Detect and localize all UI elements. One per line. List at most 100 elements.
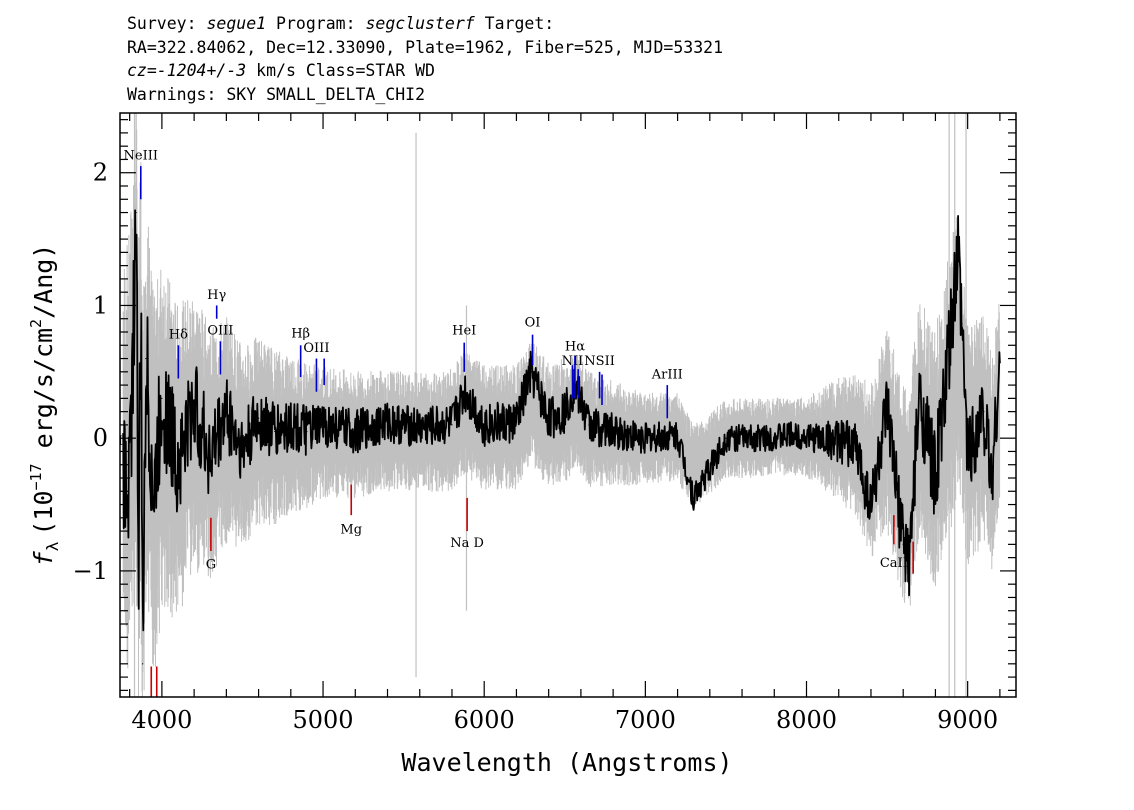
- target-label: Target:: [484, 14, 555, 33]
- y-title-exp1: −17: [27, 463, 45, 490]
- emission-line-label-2: Hγ: [207, 288, 226, 303]
- emission-line-label-3: OIII: [207, 324, 233, 339]
- flux-point-9: [193, 404, 195, 406]
- flux-point-12: [241, 450, 244, 453]
- y-title-f: f: [29, 550, 58, 566]
- y-axis-title: fλ (10−17 erg/s/cm2/Ang): [27, 244, 62, 567]
- flux-point-43: [918, 397, 920, 399]
- absorption-line-label-3: CaII: [880, 556, 908, 571]
- flux-point-39: [870, 503, 872, 506]
- flux-point-33: [693, 497, 695, 499]
- flux-point-35: [757, 437, 759, 439]
- emission-line-label-7: HeI: [452, 324, 476, 339]
- flux-point-27: [564, 411, 566, 413]
- flux-point-24: [515, 421, 518, 423]
- flux-point-17: [322, 424, 324, 426]
- emission-line-label-15: II: [113, 434, 123, 449]
- y-title-open: (10: [29, 491, 58, 536]
- flux-point-34: [725, 437, 727, 439]
- flux-point-45: [950, 331, 953, 333]
- flux-point-37: [822, 437, 824, 439]
- flux-point-20: [419, 426, 421, 429]
- flux-point-13: [257, 417, 260, 419]
- x-tick-label-8000: 8000: [776, 706, 837, 734]
- y-tick-label-3: 2: [93, 159, 108, 187]
- flux-point-40: [886, 411, 888, 413]
- flux-point-1: [135, 211, 137, 214]
- axes-box: [119, 112, 1017, 698]
- survey-label: Survey:: [127, 14, 197, 33]
- flux-point-29: [588, 424, 590, 426]
- absorption-line-label-2: Na D: [450, 536, 484, 551]
- flux-point-10: [209, 457, 211, 459]
- flux-point-36: [789, 434, 791, 437]
- flux-point-19: [386, 421, 389, 423]
- x-tick-label-6000: 6000: [454, 706, 515, 734]
- program-label: Program:: [276, 14, 356, 33]
- flux-point-47: [967, 450, 969, 453]
- flux-point-25: [530, 371, 532, 373]
- spectrum-header: Survey: segue1 Program: segclusterf Targ…: [127, 12, 1127, 106]
- flux-point-14: [274, 430, 276, 433]
- flux-point-23: [483, 424, 485, 426]
- flux-point-38: [854, 444, 856, 446]
- flux-point-31: [644, 437, 646, 439]
- y-title-sub: λ: [43, 541, 62, 551]
- flux-point-0: [129, 477, 131, 479]
- flux-point-48: [983, 411, 985, 413]
- error-band: [122, 113, 1001, 697]
- x-tick-label-5000: 5000: [293, 706, 354, 734]
- y-tick-label-2: 1: [93, 291, 108, 319]
- emission-line-label-1: Hδ: [169, 328, 188, 343]
- x-tick-label-4000: 4000: [131, 706, 192, 734]
- x-tick-label-9000: 9000: [937, 706, 998, 734]
- absorption-line-label-0: G: [206, 557, 216, 572]
- y-title-exp2: 2: [27, 319, 45, 328]
- emission-line-label-9: NII: [562, 354, 584, 369]
- emission-line-label-10: Hα: [565, 340, 585, 355]
- program-value: segclusterf: [365, 14, 475, 33]
- emission-line-label-14: ArIII: [651, 367, 683, 382]
- flux-point-11: [225, 411, 227, 413]
- axes-frame: [119, 112, 1017, 698]
- flux-line: [122, 209, 1001, 632]
- survey-value: segue1: [206, 14, 267, 33]
- flux-point-16: [306, 430, 308, 433]
- flux-point-42: [909, 557, 911, 559]
- flux-point-41: [902, 543, 904, 545]
- flux-point-32: [676, 434, 679, 437]
- class-value: km/s Class=STAR WD: [256, 61, 435, 80]
- flux-point-7: [161, 397, 163, 399]
- y-tick-label-1: 0: [93, 424, 108, 452]
- flux-point-21: [451, 424, 453, 426]
- flux-point-4: [141, 663, 144, 665]
- flux-point-15: [290, 424, 292, 426]
- flux-point-3: [140, 318, 142, 320]
- header-line-2: RA=322.84062, Dec=12.33090, Plate=1962, …: [127, 37, 724, 57]
- flux-point-50: [999, 357, 1001, 360]
- flux-point-2: [137, 570, 140, 572]
- header-line-3: cz=-1204+/-3 km/s Class=STAR WD: [127, 59, 1127, 83]
- redshift-value: cz=-1204+/-3: [127, 61, 247, 80]
- emission-line-label-4: Hβ: [291, 326, 310, 341]
- x-tick-label-7000: 7000: [615, 706, 676, 734]
- y-title-close: /Ang): [29, 244, 58, 319]
- y-title-mid: erg/s/cm: [29, 328, 58, 463]
- flux-point-6: [153, 503, 155, 506]
- flux-point-46: [957, 251, 959, 253]
- flux-point-30: [612, 430, 614, 433]
- flux-point-26: [548, 417, 550, 419]
- flux-point-44: [934, 477, 937, 479]
- absorption-line-label-1: Mg: [340, 523, 362, 538]
- y-tick-label-0: −1: [73, 557, 108, 585]
- emission-line-label-8: OI: [525, 316, 541, 331]
- flux-point-8: [177, 464, 179, 466]
- header-line-4: Warnings: SKY SMALL_DELTA_CHI2: [127, 84, 426, 104]
- flux-point-5: [145, 357, 147, 360]
- emission-line-label-5: OIII: [303, 341, 329, 356]
- flux-point-49: [991, 477, 993, 479]
- emission-line-label-12: NSII: [584, 354, 615, 369]
- flux-point-22: [464, 391, 466, 393]
